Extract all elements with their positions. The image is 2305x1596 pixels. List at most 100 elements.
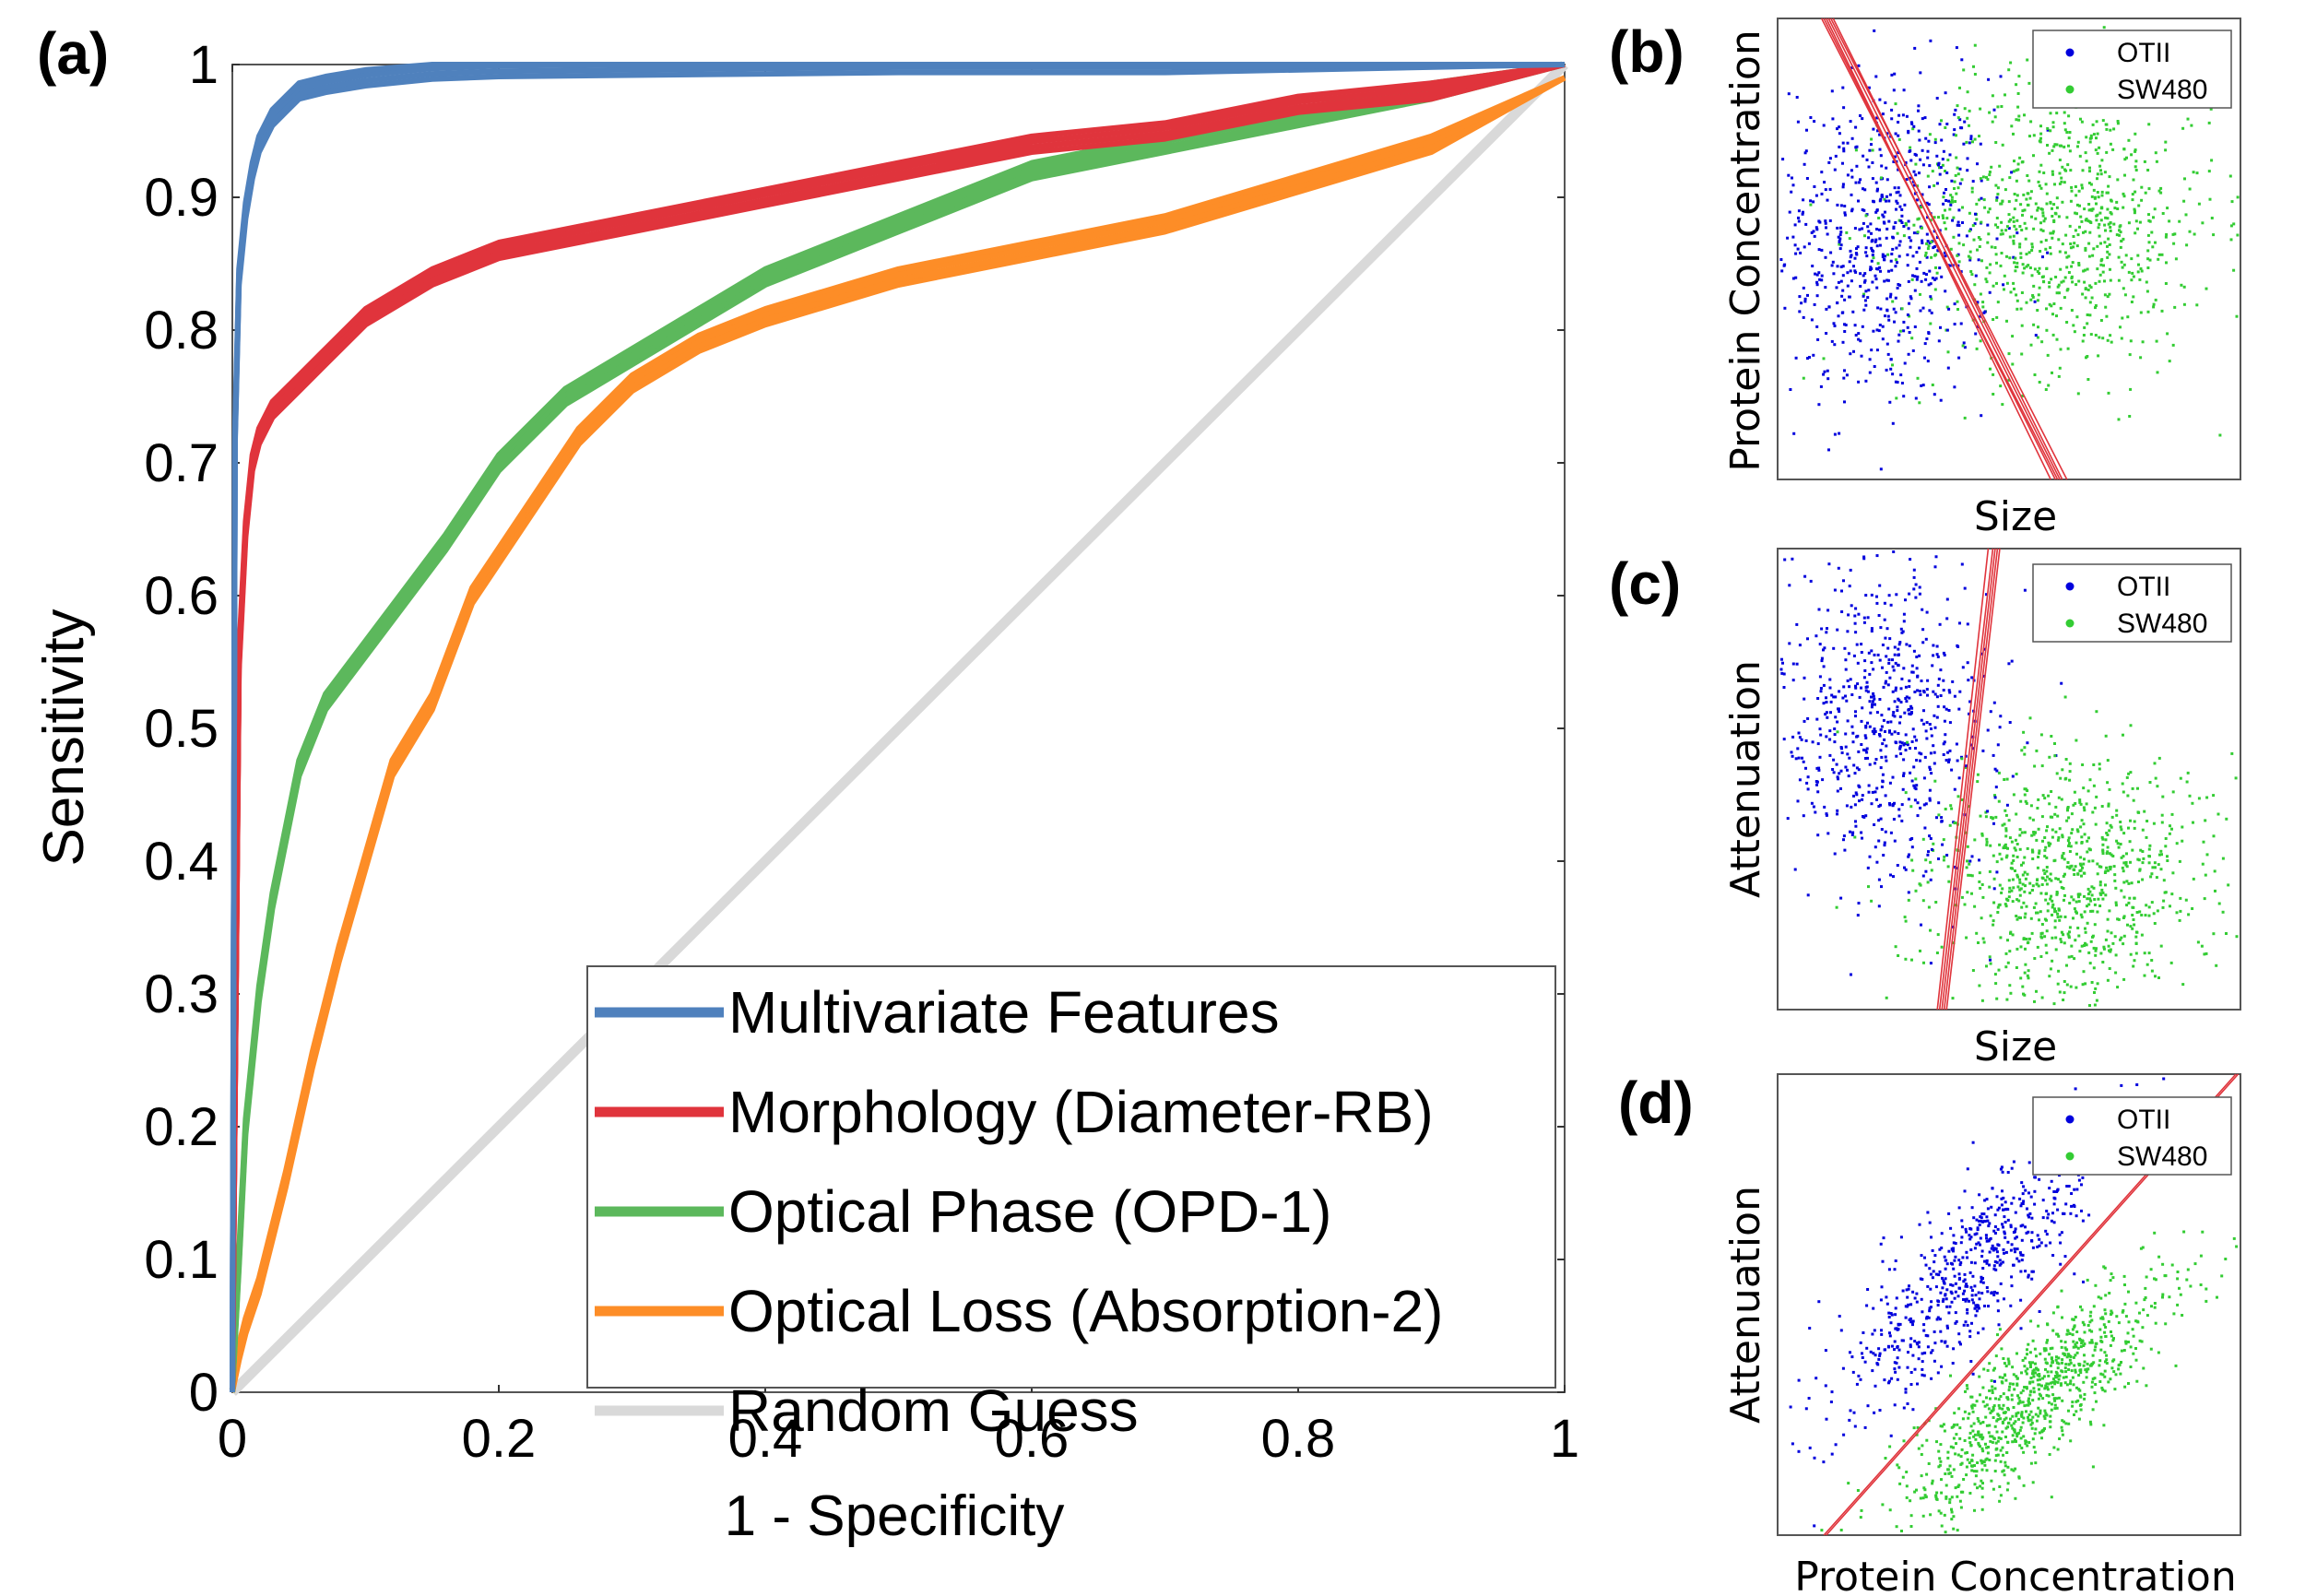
- sw480-point: [1959, 1455, 1963, 1459]
- otii-point: [1858, 786, 1862, 789]
- otii-point: [1904, 1390, 1908, 1394]
- sw480-point: [1935, 1440, 1938, 1444]
- sw480-point: [2034, 217, 2038, 220]
- sw480-point: [2019, 945, 2023, 949]
- otii-point: [1965, 1297, 1968, 1301]
- sw480-point: [2099, 242, 2102, 245]
- otii-point: [2070, 1204, 2074, 1208]
- otii-point: [1905, 643, 1909, 646]
- sw480-point: [2069, 1439, 2073, 1443]
- sw480-point: [2123, 1283, 2126, 1286]
- otii-point: [1875, 189, 1879, 193]
- sw480-point: [2018, 833, 2022, 837]
- otii-point: [1951, 680, 1955, 683]
- sw480-point: [1933, 288, 1937, 291]
- sw480-point: [2043, 797, 2047, 800]
- otii-point: [1891, 775, 1895, 779]
- otii-point: [1986, 1219, 1990, 1223]
- sw480-point: [2039, 132, 2043, 136]
- otii-point: [1995, 1260, 1999, 1264]
- sw480-point: [2024, 1439, 2027, 1443]
- sw480-point: [2182, 302, 2186, 306]
- sw480-point: [2108, 909, 2111, 913]
- sw480-point: [2067, 836, 2071, 840]
- sw480-point: [1950, 1496, 1954, 1499]
- sw480-point: [2122, 832, 2126, 835]
- sw480-point: [2059, 776, 2063, 780]
- sw480-point: [2099, 319, 2103, 322]
- sw480-point: [2071, 1401, 2074, 1404]
- otii-point: [1795, 622, 1799, 626]
- sw480-point: [1926, 174, 1930, 178]
- otii-point: [1853, 803, 1857, 807]
- otii-point: [1860, 651, 1863, 654]
- otii-point: [2120, 1083, 2123, 1087]
- sw480-point: [2051, 230, 2055, 233]
- otii-point: [1973, 1233, 1977, 1236]
- sw480-point: [2090, 1385, 2094, 1389]
- otii-point: [1947, 709, 1951, 712]
- sw480-point: [1990, 816, 1993, 820]
- otii-point: [1896, 261, 1898, 265]
- sw480-point: [2232, 268, 2236, 272]
- otii-point: [1957, 1259, 1961, 1262]
- otii-point: [1923, 1256, 1926, 1259]
- otii-point: [1826, 627, 1828, 631]
- sw480-point: [2099, 172, 2103, 176]
- sw480-point: [2003, 274, 2006, 278]
- sw480-point: [2076, 927, 2080, 929]
- sw480-point: [1853, 835, 1857, 839]
- sw480-point: [2138, 1311, 2141, 1315]
- otii-point: [1924, 802, 1928, 806]
- otii-point: [1791, 176, 1793, 180]
- otii-point: [1926, 853, 1930, 857]
- otii-point: [1875, 244, 1879, 248]
- otii-point: [1843, 298, 1847, 301]
- sw480-point: [2004, 1464, 2007, 1468]
- sw480-point: [1980, 1486, 1984, 1490]
- sw480-point: [2040, 923, 2044, 926]
- sw480-point: [1835, 905, 1838, 909]
- sw480-point: [2079, 913, 2083, 916]
- sw480-point: [2073, 1364, 2076, 1367]
- otii-point: [1912, 183, 1916, 187]
- sw480-point: [2044, 1367, 2047, 1371]
- sw480-point: [2018, 245, 2022, 249]
- sw480-point: [2229, 238, 2233, 242]
- sw480-point: [1958, 1499, 1962, 1503]
- sw480-point: [2134, 219, 2138, 223]
- sw480-point: [2155, 339, 2158, 343]
- sw480-point: [1981, 1400, 1985, 1403]
- sw480-point: [1856, 1489, 1860, 1492]
- sw480-point: [2058, 1437, 2062, 1440]
- otii-point: [1900, 741, 1904, 745]
- otii-point: [1805, 128, 1808, 132]
- sw480-point: [2082, 269, 2086, 273]
- sw480-point: [2001, 1376, 2004, 1379]
- sw480-point: [2106, 759, 2110, 763]
- sw480-point: [2176, 1303, 2180, 1306]
- otii-point: [1960, 126, 1964, 130]
- sw480-point: [2063, 893, 2066, 897]
- otii-point: [1922, 709, 1925, 713]
- sw480-point: [1933, 137, 1937, 141]
- sw480-point: [2066, 807, 2070, 810]
- sw480-point: [2152, 822, 2156, 825]
- otii-point: [2162, 1077, 2166, 1081]
- sw480-point: [2020, 291, 2024, 294]
- otii-point: [1884, 794, 1887, 798]
- otii-point: [2005, 803, 2009, 807]
- otii-point: [1936, 1304, 1940, 1306]
- sw480-point: [1896, 231, 1899, 235]
- otii-point: [1943, 740, 1946, 744]
- sw480-point: [2063, 128, 2067, 132]
- otii-point: [1863, 659, 1867, 663]
- sw480-point: [2005, 281, 2009, 285]
- sw480-point: [1944, 1496, 1948, 1498]
- otii-point: [2002, 283, 2005, 287]
- sw480-point: [2006, 961, 2010, 964]
- sw480-point: [2039, 163, 2043, 167]
- sw480-point: [1970, 1404, 1974, 1408]
- otii-point: [1816, 337, 1820, 341]
- otii-point: [1943, 191, 1945, 195]
